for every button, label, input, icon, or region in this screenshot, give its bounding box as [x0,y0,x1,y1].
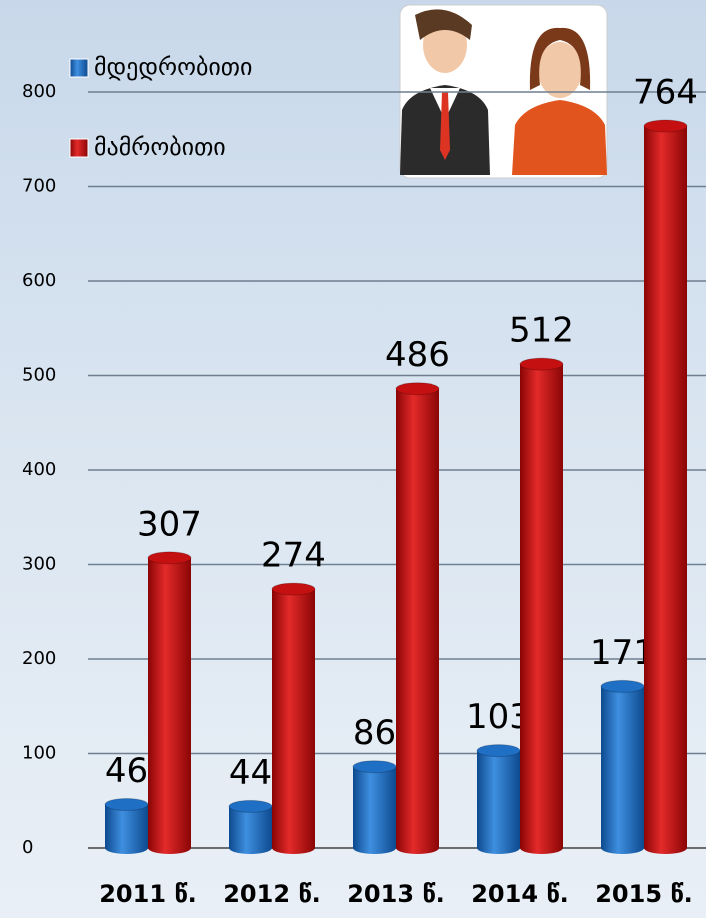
bar [148,558,191,848]
bar-base [148,842,191,854]
bar-cap [644,120,687,132]
y-tick-label: 200 [22,648,56,669]
legend-label: მდედრობითი [94,53,252,81]
value-label: 486 [385,335,450,375]
bar [520,364,563,848]
bar [601,686,644,848]
value-label: 307 [137,504,202,544]
bar-cap [353,761,396,773]
x-tick-label: 2014 წ. [471,880,569,908]
bar-cap [148,552,191,564]
value-label: 44 [229,753,272,793]
value-label: 512 [509,311,574,351]
x-tick-label: 2015 წ. [595,880,693,908]
bar-base [644,842,687,854]
bar [477,751,520,848]
bar-cap [272,583,315,595]
y-tick-label: 800 [22,81,56,102]
x-tick-label: 2013 წ. [347,880,445,908]
y-tick-label: 500 [22,365,56,386]
bar-base [396,842,439,854]
value-label: 764 [633,73,698,113]
value-label: 46 [105,751,148,791]
bar [105,805,148,848]
legend-label: მამრობითი [94,133,226,161]
x-tick-label: 2012 წ. [223,880,321,908]
bar [644,126,687,848]
bar-cap [229,800,272,812]
bar [396,389,439,848]
y-tick-label: 700 [22,176,56,197]
bar-cap [105,799,148,811]
y-tick-label: 0 [22,837,33,858]
value-label: 86 [353,713,396,753]
y-tick-label: 600 [22,270,56,291]
x-tick-label: 2011 წ. [99,880,197,908]
legend-swatch [70,59,88,77]
y-tick-label: 100 [22,743,56,764]
bar [272,589,315,848]
legend-swatch [70,139,88,157]
value-label: 274 [261,536,326,576]
bar-base [477,842,520,854]
bar-base [520,842,563,854]
chart: 0 100 200 300 400 500 600 700 800 2011 წ. 46 307 201… [0,0,706,918]
bar-base [229,842,272,854]
bar-cap [396,383,439,395]
y-tick-label: 300 [22,554,56,575]
bar-cap [477,745,520,757]
bar-base [105,842,148,854]
bar-base [601,842,644,854]
bar-cap [520,358,563,370]
y-tick-label: 400 [22,459,56,480]
bar-base [272,842,315,854]
bar [353,767,396,848]
bar-base [353,842,396,854]
bar-cap [601,680,644,692]
